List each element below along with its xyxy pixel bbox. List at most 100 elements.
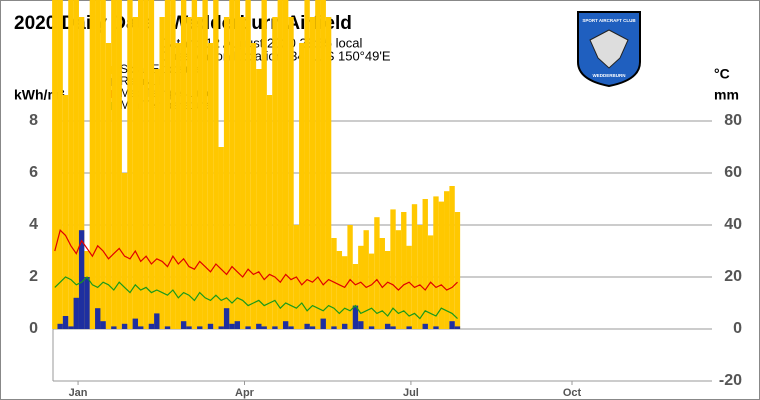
bar (127, 0, 133, 329)
bar (363, 230, 369, 329)
bar (100, 0, 106, 329)
bar (277, 0, 283, 329)
bar (159, 17, 165, 329)
bar (454, 326, 461, 329)
bar (358, 321, 364, 329)
bar (121, 323, 128, 329)
bar (89, 0, 96, 329)
bar (272, 17, 278, 329)
bar (266, 95, 273, 329)
bar (207, 323, 214, 329)
bar (207, 43, 214, 329)
bar (288, 326, 294, 329)
bar (331, 238, 337, 329)
bar (68, 0, 74, 329)
bar (62, 316, 69, 329)
bar (223, 17, 230, 329)
bar (422, 323, 428, 329)
bar (68, 326, 74, 329)
bar (132, 17, 139, 329)
y-tick-label: 6 (29, 164, 38, 181)
bar (379, 238, 385, 329)
bar (218, 326, 224, 329)
bar (180, 321, 187, 329)
bar (358, 245, 364, 329)
bar (368, 326, 375, 329)
bar (320, 318, 326, 329)
bar (454, 212, 461, 329)
bar (433, 196, 439, 329)
bar (143, 0, 149, 329)
bar (229, 323, 235, 329)
line (54, 276, 458, 320)
bar (256, 323, 262, 329)
bar (422, 199, 428, 329)
bar (223, 308, 230, 329)
bar (299, 43, 305, 329)
bar (406, 245, 412, 329)
x-tick-label: Apr (235, 387, 255, 399)
bar (73, 297, 79, 329)
bar (175, 43, 181, 329)
bar (57, 323, 63, 329)
bar (347, 225, 353, 329)
y2-tick-label: 20 (724, 268, 742, 285)
bar (331, 326, 337, 329)
bar (342, 256, 348, 329)
bar (288, 17, 294, 329)
bar (111, 0, 117, 329)
bar (309, 326, 316, 329)
bar (218, 147, 224, 329)
bar (121, 173, 128, 329)
bar (315, 0, 321, 329)
bar (164, 326, 171, 329)
logo: SPORT AIRCRAFT CLUB WEDDERBURN (577, 11, 641, 88)
bar (186, 326, 192, 329)
bar (186, 17, 192, 329)
bar (95, 308, 101, 329)
bar (95, 0, 101, 329)
logo-eagle (589, 29, 629, 69)
bar (170, 0, 176, 329)
bar (309, 17, 316, 329)
y-tick-label: 8 (29, 112, 38, 129)
bar (111, 326, 117, 329)
y2-tick-label: 80 (724, 112, 742, 129)
bar (180, 0, 187, 329)
bar (78, 230, 85, 329)
x-tick-label: Oct (563, 387, 582, 399)
logo-text: SPORT AIRCRAFT CLUB (582, 18, 636, 23)
bar (406, 326, 412, 329)
bar (148, 0, 155, 329)
bar (384, 323, 391, 329)
bar (401, 212, 407, 329)
bar (390, 209, 396, 329)
bar (191, 0, 198, 329)
bar (352, 305, 359, 329)
y-tick-label: 4 (29, 216, 38, 233)
bar (256, 69, 262, 329)
y2-tick-label: 40 (724, 216, 742, 233)
bar (245, 0, 251, 329)
bar (352, 264, 359, 329)
x-tick-label: Jul (403, 387, 419, 399)
y2-axis-label: °C (714, 66, 730, 82)
bar (374, 217, 380, 329)
bar (320, 0, 326, 329)
bar (261, 326, 267, 329)
bar (154, 313, 160, 329)
bar (342, 323, 348, 329)
bar (148, 323, 155, 329)
bar (272, 326, 278, 329)
bar (250, 43, 257, 329)
bar (449, 321, 455, 329)
bar (154, 69, 160, 329)
bar (164, 0, 171, 329)
x-tick-label: Jan (69, 387, 88, 399)
y-tick-label: 0 (29, 320, 38, 337)
line (54, 229, 458, 291)
bar (105, 43, 112, 329)
y-tick-label: 2 (29, 268, 38, 285)
bar (78, 17, 85, 329)
